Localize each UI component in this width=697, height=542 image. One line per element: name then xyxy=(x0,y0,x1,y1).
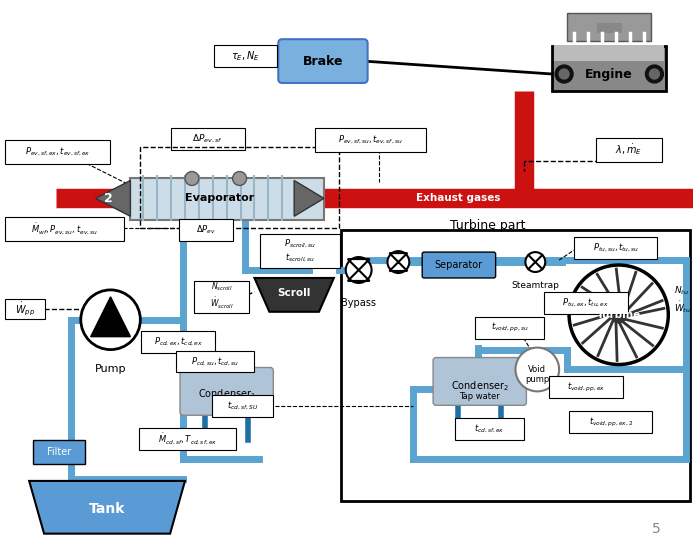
FancyBboxPatch shape xyxy=(214,45,277,67)
Text: Turbine: Turbine xyxy=(597,310,641,320)
Text: Tank: Tank xyxy=(89,502,125,516)
Polygon shape xyxy=(95,180,130,216)
Text: $P_{tu,ex}, t_{tu,ex}$: $P_{tu,ex}, t_{tu,ex}$ xyxy=(562,296,609,309)
FancyBboxPatch shape xyxy=(176,351,254,372)
Circle shape xyxy=(516,347,559,391)
Circle shape xyxy=(81,290,140,350)
FancyBboxPatch shape xyxy=(33,440,85,464)
Text: $\lambda, \dot{m}_E$: $\lambda, \dot{m}_E$ xyxy=(615,142,642,157)
FancyBboxPatch shape xyxy=(544,292,627,314)
FancyBboxPatch shape xyxy=(574,237,657,259)
FancyBboxPatch shape xyxy=(596,138,662,162)
Text: Filter: Filter xyxy=(47,447,71,457)
Text: $\Delta P_{ev,sf}$: $\Delta P_{ev,sf}$ xyxy=(192,133,223,145)
FancyBboxPatch shape xyxy=(212,395,273,417)
FancyBboxPatch shape xyxy=(278,39,367,83)
FancyBboxPatch shape xyxy=(6,140,109,164)
Text: $P_{ev,sf,ex}, t_{ev,sf,ex}$: $P_{ev,sf,ex}, t_{ev,sf,ex}$ xyxy=(24,145,90,158)
Circle shape xyxy=(650,69,659,79)
Text: Turbine part: Turbine part xyxy=(450,219,526,232)
Text: Engine: Engine xyxy=(585,68,633,81)
Circle shape xyxy=(526,252,545,272)
Text: Exhaust gases: Exhaust gases xyxy=(415,193,500,203)
Text: 2: 2 xyxy=(104,192,113,205)
FancyBboxPatch shape xyxy=(130,178,324,220)
FancyBboxPatch shape xyxy=(261,234,340,268)
Polygon shape xyxy=(29,481,185,534)
Text: Evaporator: Evaporator xyxy=(185,193,254,203)
Text: $N_{scroll}$
$\dot{W}_{scroll}$: $N_{scroll}$ $\dot{W}_{scroll}$ xyxy=(210,281,233,311)
Text: Steamtrap: Steamtrap xyxy=(512,281,559,291)
Text: $t_{cd,sf,SU}$: $t_{cd,sf,SU}$ xyxy=(227,400,258,412)
FancyBboxPatch shape xyxy=(552,46,666,91)
FancyBboxPatch shape xyxy=(194,281,249,313)
FancyBboxPatch shape xyxy=(180,367,273,415)
FancyBboxPatch shape xyxy=(171,128,245,150)
Text: Void
pump: Void pump xyxy=(525,365,549,384)
Bar xyxy=(567,14,652,41)
Circle shape xyxy=(388,251,409,273)
Bar xyxy=(140,147,339,228)
Circle shape xyxy=(645,65,664,83)
FancyBboxPatch shape xyxy=(141,331,215,353)
Text: Pump: Pump xyxy=(95,364,126,375)
Text: $\dot{M}_{cd,sf}, T_{cd,sf,ex}$: $\dot{M}_{cd,sf}, T_{cd,sf,ex}$ xyxy=(158,431,217,447)
Polygon shape xyxy=(294,180,324,216)
Text: $\Delta P_{ev}$: $\Delta P_{ev}$ xyxy=(196,224,216,236)
Text: $\dot{M}_{wf}, P_{ev,su}, t_{ev,su}$: $\dot{M}_{wf}, P_{ev,su}, t_{ev,su}$ xyxy=(31,222,98,237)
FancyBboxPatch shape xyxy=(455,418,524,440)
Text: $P_{cd,su}, t_{cd,su}$: $P_{cd,su}, t_{cd,su}$ xyxy=(191,356,239,367)
Polygon shape xyxy=(254,278,334,312)
Text: $P_{tu,su}, t_{tu,su}$: $P_{tu,su}, t_{tu,su}$ xyxy=(592,242,639,254)
Text: Bypass: Bypass xyxy=(341,298,376,308)
FancyBboxPatch shape xyxy=(315,128,426,152)
Circle shape xyxy=(346,257,372,283)
Circle shape xyxy=(233,171,247,185)
Text: Brake: Brake xyxy=(302,55,343,68)
Bar xyxy=(597,23,622,33)
FancyBboxPatch shape xyxy=(433,358,526,405)
Text: Tap
water: Tap water xyxy=(215,396,238,415)
Text: $P_{scroll,su}$
$t_{scroll,su}$: $P_{scroll,su}$ $t_{scroll,su}$ xyxy=(284,238,316,264)
Text: $N_{tu}$
$\dot{W}_{tu}$: $N_{tu}$ $\dot{W}_{tu}$ xyxy=(674,285,691,315)
Text: $t_{void,pp,ex,2}$: $t_{void,pp,ex,2}$ xyxy=(588,416,633,429)
FancyBboxPatch shape xyxy=(549,377,622,398)
Text: 5: 5 xyxy=(652,521,661,535)
Bar xyxy=(554,45,664,61)
FancyBboxPatch shape xyxy=(6,299,45,319)
FancyBboxPatch shape xyxy=(179,220,233,241)
Polygon shape xyxy=(91,297,130,337)
Text: $t_{cd,sf,ex}$: $t_{cd,sf,ex}$ xyxy=(475,423,505,435)
Text: Tap water: Tap water xyxy=(459,392,500,401)
FancyBboxPatch shape xyxy=(422,252,496,278)
Circle shape xyxy=(611,307,627,322)
Circle shape xyxy=(569,265,668,365)
FancyBboxPatch shape xyxy=(569,411,652,433)
Circle shape xyxy=(185,171,199,185)
Text: $\dot{W}_{pp}$: $\dot{W}_{pp}$ xyxy=(15,300,36,318)
Circle shape xyxy=(556,65,573,83)
Text: Separator: Separator xyxy=(435,260,483,270)
Text: Scroll: Scroll xyxy=(277,288,311,298)
Text: $t_{void,pp,su}$: $t_{void,pp,su}$ xyxy=(491,321,528,334)
Text: $P_{ev,sf,su}, t_{ev,sf,su}$: $P_{ev,sf,su}, t_{ev,sf,su}$ xyxy=(338,133,403,146)
FancyBboxPatch shape xyxy=(6,217,125,241)
Text: Condenser$_2$: Condenser$_2$ xyxy=(451,379,509,393)
Text: $t_{void,pp,ex}$: $t_{void,pp,ex}$ xyxy=(567,381,605,394)
FancyBboxPatch shape xyxy=(139,428,236,450)
Text: $\tau_E, N_E$: $\tau_E, N_E$ xyxy=(231,49,260,63)
FancyBboxPatch shape xyxy=(475,317,544,339)
Text: $P_{cd,ex}, t_{cd,ex}$: $P_{cd,ex}, t_{cd,ex}$ xyxy=(153,335,203,348)
Text: Condenser$_1$: Condenser$_1$ xyxy=(198,388,256,401)
Bar xyxy=(341,230,690,501)
Circle shape xyxy=(559,69,569,79)
